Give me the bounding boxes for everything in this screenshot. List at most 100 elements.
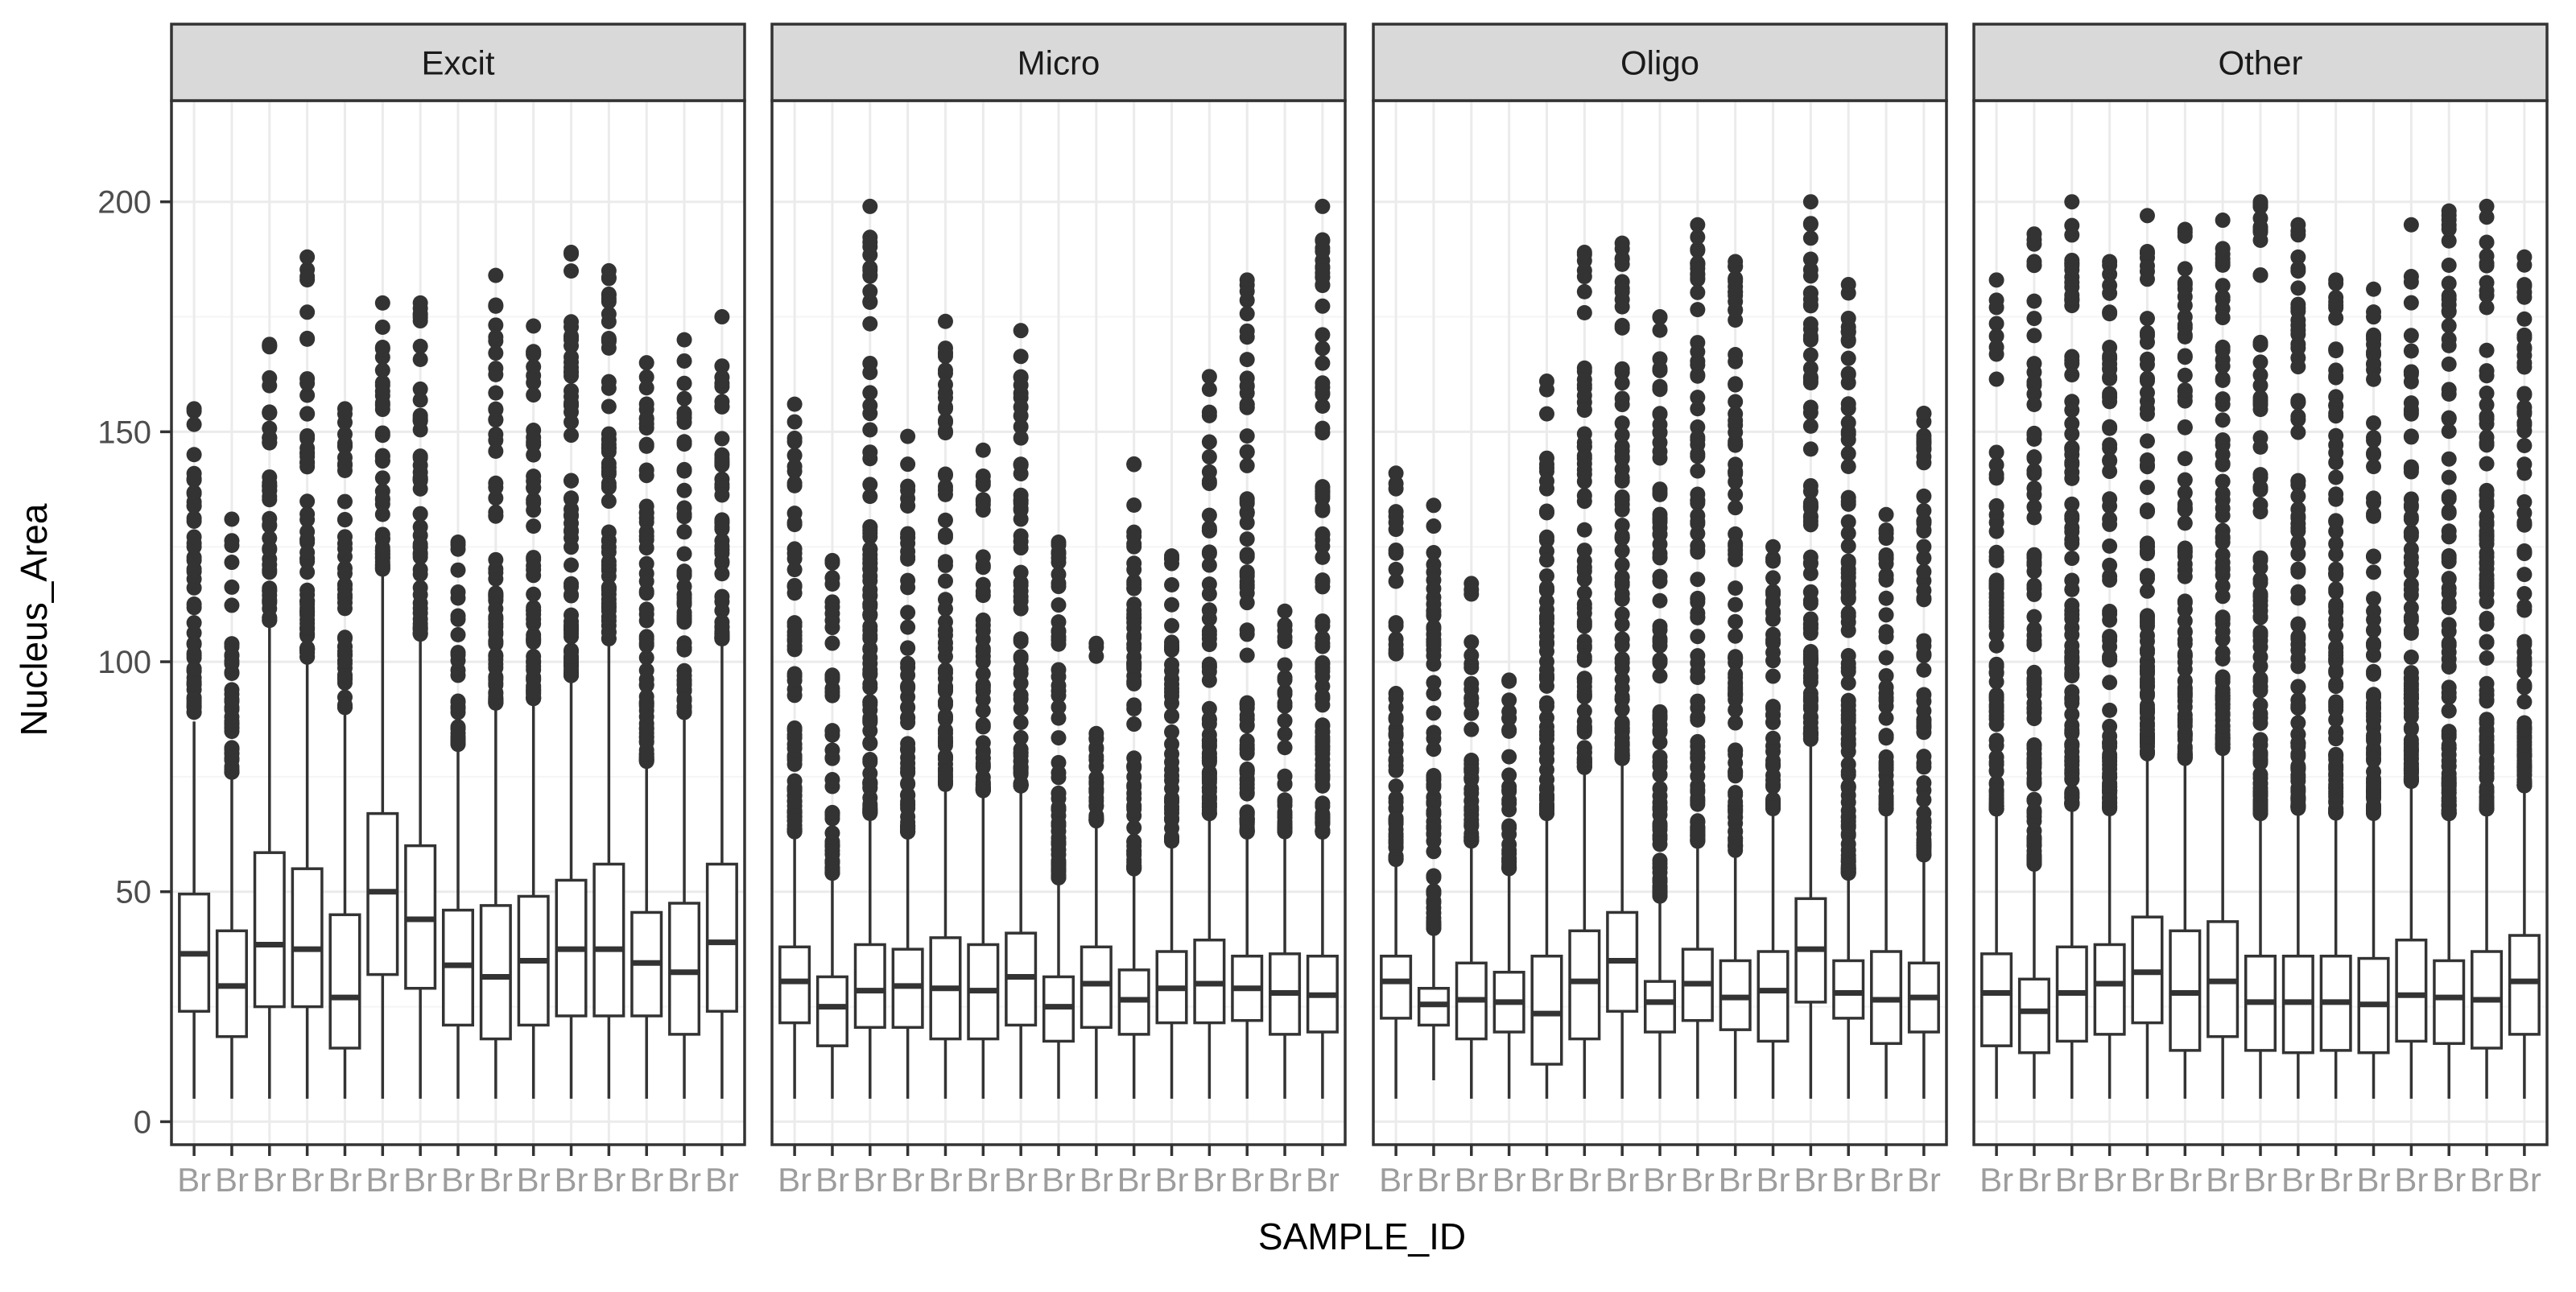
outlier-point [2441, 805, 2457, 821]
outlier-point [2139, 328, 2155, 344]
outlier-point [1728, 596, 1744, 613]
outlier-point [1916, 539, 1932, 555]
outlier-point [862, 596, 878, 612]
outlier-point [601, 568, 617, 584]
outlier-point [1201, 586, 1217, 602]
outlier-point [2366, 753, 2382, 769]
outlier-point [2139, 583, 2155, 599]
outlier-point [2328, 469, 2344, 485]
outlier-point [1088, 741, 1104, 757]
outlier-point [2177, 515, 2193, 531]
outlier-point [1802, 194, 1818, 210]
outlier-point [262, 613, 278, 629]
box-iqr [1568, 929, 1601, 1041]
outlier-point [824, 778, 840, 795]
outlier-point [1614, 390, 1630, 407]
outlier-point [2403, 720, 2419, 736]
outlier-point [1239, 493, 1255, 510]
x-tick-label: Br [928, 1161, 962, 1199]
outlier-point [1538, 695, 1554, 711]
outlier-point [412, 392, 428, 408]
outlier-point [1315, 663, 1331, 679]
x-tick-label: Br [1530, 1161, 1563, 1199]
outlier-point [1576, 304, 1592, 320]
outlier-point [2403, 609, 2419, 625]
outlier-point [1576, 543, 1592, 559]
outlier-point [1239, 549, 1255, 565]
outlier-point [1652, 652, 1668, 668]
outlier-point [1501, 749, 1517, 765]
outlier-point [2441, 233, 2457, 249]
outlier-point [2139, 502, 2155, 518]
outlier-point [336, 426, 353, 442]
outlier-point [1840, 692, 1856, 708]
outlier-point [1239, 444, 1255, 460]
outlier-point [1538, 741, 1554, 757]
outlier-point [1916, 522, 1932, 538]
outlier-point [564, 648, 580, 664]
outlier-point [1164, 768, 1180, 784]
outlier-point [2403, 428, 2419, 444]
outlier-point [1840, 431, 1856, 448]
outlier-point [1051, 535, 1067, 551]
outlier-point [2139, 385, 2155, 401]
outlier-point [564, 328, 580, 344]
outlier-point [1652, 836, 1668, 852]
outlier-point [2403, 625, 2419, 641]
outlier-point [2102, 266, 2118, 283]
outlier-point [2215, 342, 2231, 358]
outlier-point [975, 782, 991, 799]
outlier-point [1388, 509, 1404, 525]
outlier-point [1690, 401, 1706, 417]
box-iqr [1643, 980, 1677, 1034]
x-tick-label: Br [1681, 1161, 1715, 1199]
outlier-point [1576, 435, 1592, 451]
outlier-point [786, 431, 803, 447]
outlier-point [1277, 634, 1293, 650]
outlier-point [638, 510, 654, 526]
outlier-point [1728, 254, 1744, 270]
box-excit-8 [441, 535, 475, 1099]
box-micro-11 [1155, 548, 1188, 1099]
outlier-point [2026, 831, 2042, 847]
outlier-point [1239, 352, 1255, 368]
outlier-point [1652, 871, 1668, 887]
outlier-point [374, 453, 390, 469]
outlier-point [2177, 221, 2193, 237]
outlier-point [638, 531, 654, 547]
outlier-point [2064, 744, 2080, 760]
outlier-point [2177, 393, 2193, 409]
outlier-point [1315, 327, 1331, 343]
outlier-point [1538, 799, 1554, 815]
outlier-point [2139, 244, 2155, 260]
outlier-point [1614, 528, 1630, 544]
x-tick-label: Br [555, 1161, 588, 1199]
outlier-point [2366, 371, 2382, 387]
outlier-point [526, 518, 542, 535]
outlier-point [2366, 548, 2382, 564]
outlier-point [1576, 758, 1592, 774]
outlier-point [900, 543, 916, 559]
outlier-point [2479, 198, 2495, 214]
outlier-point [1765, 744, 1781, 760]
outlier-point [975, 641, 991, 657]
outlier-point [975, 719, 991, 735]
outlier-point [2479, 572, 2495, 588]
outlier-point [2290, 735, 2306, 751]
outlier-point [2441, 505, 2457, 521]
outlier-point [862, 630, 878, 646]
outlier-point [2026, 510, 2042, 526]
box-oligo-4 [1492, 672, 1525, 1099]
outlier-point [224, 691, 240, 708]
outlier-point [1878, 555, 1894, 572]
x-tick-label: Br [778, 1161, 811, 1199]
outlier-point [2102, 420, 2118, 436]
outlier-point [1614, 591, 1630, 607]
outlier-point [900, 530, 916, 546]
outlier-point [1765, 553, 1781, 569]
outlier-point [564, 414, 580, 430]
outlier-point [564, 354, 580, 370]
outlier-point [2177, 654, 2193, 671]
outlier-point [336, 535, 353, 551]
